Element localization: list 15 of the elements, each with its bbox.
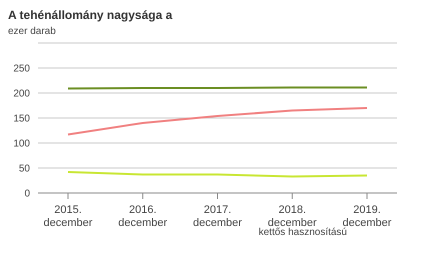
y-tick-label: 200 (13, 88, 30, 100)
x-tick-label: 2016. december (118, 204, 168, 229)
x-tick-label: 2018. december (268, 204, 318, 229)
x-tick-label: 2015. december (44, 204, 93, 229)
y-tick-label: 150 (13, 114, 30, 125)
x-tick-label: 2017. december (193, 204, 242, 229)
y-axis-title: ezer darab (8, 26, 57, 37)
y-tick-label: 100 (13, 138, 30, 150)
chart-title: A tehénállomány nagysága a (8, 8, 174, 22)
x-tick-label: 2019. december (342, 204, 392, 229)
text: kettős hasznosítású (258, 227, 347, 238)
line-series (67, 107, 368, 136)
y-tick-label: 250 (13, 64, 30, 75)
y-tick-label: 50 (18, 164, 30, 175)
y-tick-label: 0 (24, 188, 30, 200)
